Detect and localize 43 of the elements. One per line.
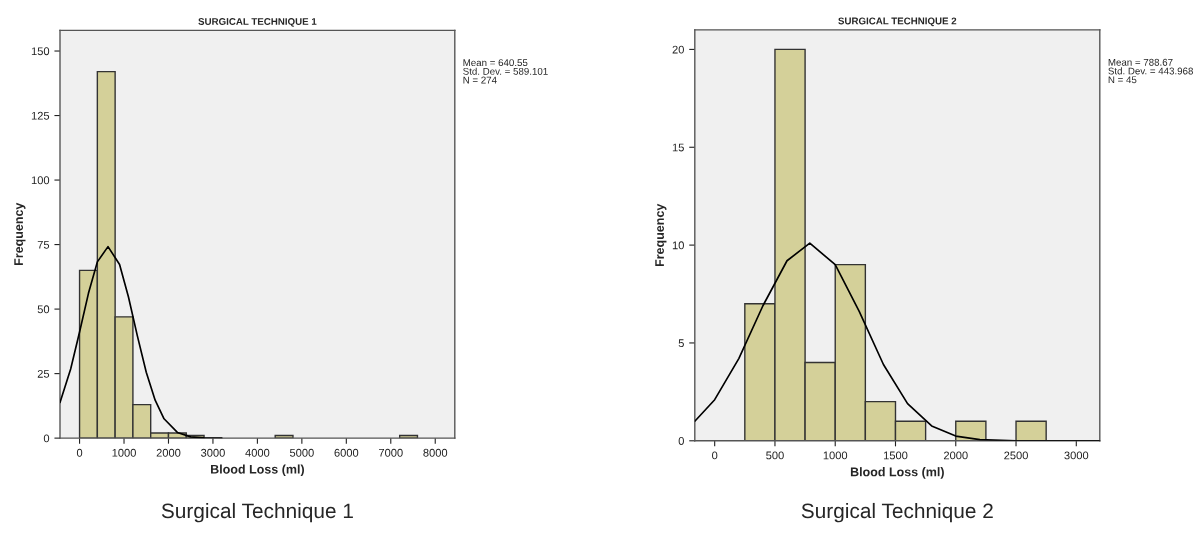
x-tick-label: 5000 — [289, 448, 314, 457]
y-axis-title: Frequency — [655, 203, 667, 267]
x-tick-label: 2500 — [1004, 451, 1028, 460]
x-tick-label: 3000 — [201, 448, 225, 457]
x-tick-label: 2000 — [156, 448, 181, 457]
text: Mean = 788.67 — [1108, 58, 1173, 66]
chart-title: SURGICAL TECHNIQUE 1 — [198, 18, 317, 27]
text: Std. Dev. = 589.101 — [463, 67, 548, 75]
x-tick-label: 3000 — [1064, 451, 1089, 460]
text: N = 45 — [1108, 76, 1137, 84]
text: Std. Dev. = 443.968 — [1108, 67, 1193, 75]
y-tick-label: 0 — [43, 434, 50, 443]
y-tick-label: 10 — [672, 241, 684, 250]
y-tick-label: 150 — [31, 47, 50, 56]
text: N = 274 — [463, 76, 497, 84]
x-tick-label: 4000 — [245, 448, 270, 457]
line-series — [60, 245, 223, 439]
x-tick-label: 0 — [76, 448, 83, 457]
text: Mean = 640.55 — [463, 59, 528, 67]
x-tick-label: 6000 — [334, 448, 359, 457]
y-tick-label: 15 — [672, 143, 684, 152]
chart-title: SURGICAL TECHNIQUE 2 — [838, 17, 957, 27]
y-tick-label: 75 — [37, 240, 50, 249]
x-axis-title: Blood Loss (ml) — [850, 467, 944, 479]
y-tick-label: 125 — [31, 111, 50, 120]
y-tick-label: 25 — [37, 369, 50, 378]
x-tick-label: 500 — [766, 451, 784, 460]
x-tick-label: 1000 — [112, 448, 136, 457]
y-tick-label: 5 — [678, 339, 684, 348]
x-tick-label: 8000 — [423, 448, 448, 457]
y-axis-title: Frequency — [14, 202, 26, 266]
x-tick-label: 0 — [712, 451, 718, 460]
x-tick-label: 1000 — [823, 451, 848, 460]
x-axis-title: Blood Loss (ml) — [211, 464, 304, 477]
text: Surgical Technique 1 — [161, 502, 353, 523]
y-tick-label: 20 — [672, 45, 684, 54]
text: Surgical Technique 2 — [801, 502, 993, 523]
y-tick-label: 50 — [37, 305, 50, 314]
y-tick-label: 0 — [678, 437, 684, 445]
x-tick-label: 1500 — [883, 451, 908, 460]
x-tick-label: 7000 — [378, 448, 403, 457]
y-tick-label: 100 — [31, 176, 50, 185]
x-tick-label: 2000 — [943, 451, 968, 460]
